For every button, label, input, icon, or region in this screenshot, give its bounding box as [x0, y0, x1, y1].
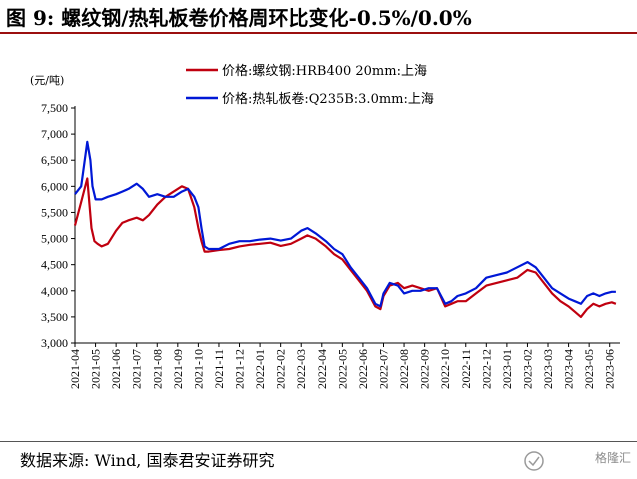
- x-tick-label: 2023-02: [520, 349, 534, 389]
- x-tick-label: 2022-04: [315, 349, 329, 389]
- y-tick-label: 3,500: [41, 310, 68, 324]
- x-tick-label: 2022-03: [294, 349, 308, 389]
- watermark-text: 格隆汇: [594, 451, 631, 465]
- x-tick-label: 2021-04: [68, 349, 82, 389]
- x-tick-label: 2021-12: [233, 349, 247, 389]
- chart-title: 图 9: 螺纹钢/热轧板卷价格周环比变化-0.5%/0.0%: [6, 6, 472, 30]
- x-tick-label: 2021-05: [89, 349, 103, 389]
- x-tick-label: 2022-08: [397, 349, 411, 389]
- series-line-hot-rolled-coil: [74, 140, 616, 308]
- x-tick-label: 2022-02: [274, 349, 288, 389]
- legend-label: 价格:热轧板卷:Q235B:3.0mm:上海: [222, 91, 434, 107]
- series-lines: [73, 140, 617, 318]
- data-source-note: 数据来源: Wind, 国泰君安证券研究: [20, 451, 275, 470]
- x-tick-label: 2023-04: [562, 349, 576, 389]
- x-tick-label: 2021-11: [212, 349, 226, 389]
- x-tick-label: 2022-07: [376, 349, 390, 389]
- y-axis-ticks: 3,000 3,500 4,000 4,500 5,000 5,500 6,000 6,500…: [41, 101, 620, 350]
- series-line-rebar: [73, 177, 617, 318]
- x-tick-label: 2021-06: [109, 349, 123, 389]
- x-tick-label: 2022-09: [418, 349, 432, 389]
- y-tick-label: 7,500: [41, 101, 68, 115]
- x-tick-label: 2022-05: [335, 349, 349, 389]
- legend: 价格:螺纹钢:HRB400 20mm:上海价格:热轧板卷:Q235B:3.0mm…: [186, 63, 434, 107]
- y-tick-label: 4,000: [41, 284, 68, 298]
- y-tick-label: 4,500: [41, 258, 68, 272]
- y-tick-label: 7,000: [41, 127, 68, 141]
- x-tick-label: 2023-03: [541, 349, 555, 389]
- x-tick-label: 2022-12: [479, 349, 493, 389]
- y-tick-label: 5,500: [41, 205, 68, 219]
- watermark: 格隆汇: [523, 448, 631, 474]
- legend-label: 价格:螺纹钢:HRB400 20mm:上海: [222, 63, 427, 79]
- x-tick-label: 2021-07: [130, 349, 144, 389]
- y-axis-unit-label: (元/吨): [30, 74, 64, 87]
- watermark-logo-icon: [524, 451, 544, 471]
- x-axis-ticks: 2021-04 2021-05 2021-06 2021-07 2021-08 2021-…: [68, 343, 617, 389]
- x-tick-label: 2021-09: [171, 349, 185, 389]
- x-tick-label: 2021-08: [150, 349, 164, 389]
- y-tick-label: 5,000: [41, 232, 68, 246]
- x-tick-label: 2023-06: [603, 349, 617, 389]
- x-tick-label: 2022-11: [459, 349, 473, 389]
- x-tick-label: 2021-10: [191, 349, 205, 389]
- x-tick-label: 2022-10: [438, 349, 452, 389]
- y-tick-label: 6,500: [41, 153, 68, 167]
- title-rule: [0, 32, 637, 34]
- x-tick-label: 2022-06: [356, 349, 370, 389]
- x-tick-label: 2023-05: [582, 349, 596, 389]
- line-chart: (元/吨) 3,000 3,500 4,000 4,500 5,000 5,500 6,00…: [30, 63, 620, 389]
- footer-rule: [0, 441, 637, 442]
- x-tick-label: 2022-01: [253, 349, 267, 389]
- x-tick-label: 2023-01: [500, 349, 514, 389]
- y-tick-label: 6,000: [41, 179, 68, 193]
- y-tick-label: 3,000: [41, 336, 68, 350]
